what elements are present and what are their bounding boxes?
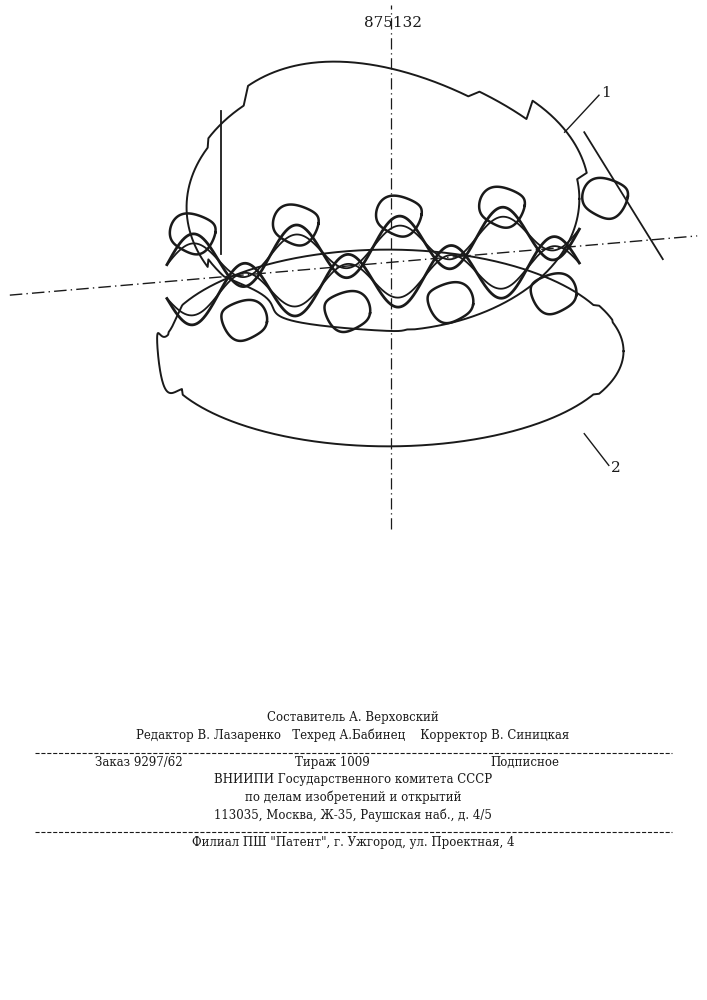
Text: Заказ 9297/62: Заказ 9297/62	[95, 756, 182, 769]
Text: по делам изобретений и открытий: по делам изобретений и открытий	[245, 790, 461, 804]
Text: 2: 2	[611, 460, 621, 475]
Text: Тираж 1009: Тираж 1009	[295, 756, 370, 769]
Text: 1: 1	[601, 86, 611, 100]
Text: Составитель А. Верховский: Составитель А. Верховский	[267, 711, 439, 724]
Text: 113035, Москва, Ж-35, Раушская наб., д. 4/5: 113035, Москва, Ж-35, Раушская наб., д. …	[214, 808, 492, 822]
Text: Филиал ПШ "Патент", г. Ужгород, ул. Проектная, 4: Филиал ПШ "Патент", г. Ужгород, ул. Прое…	[192, 836, 514, 849]
Text: Редактор В. Лазаренко   Техред А.Бабинец    Корректор В. Синицкая: Редактор В. Лазаренко Техред А.Бабинец К…	[136, 729, 570, 742]
Text: 875132: 875132	[364, 16, 422, 30]
Text: Подписное: Подписное	[490, 756, 559, 769]
Text: ВНИИПИ Государственного комитета СССР: ВНИИПИ Государственного комитета СССР	[214, 773, 492, 786]
